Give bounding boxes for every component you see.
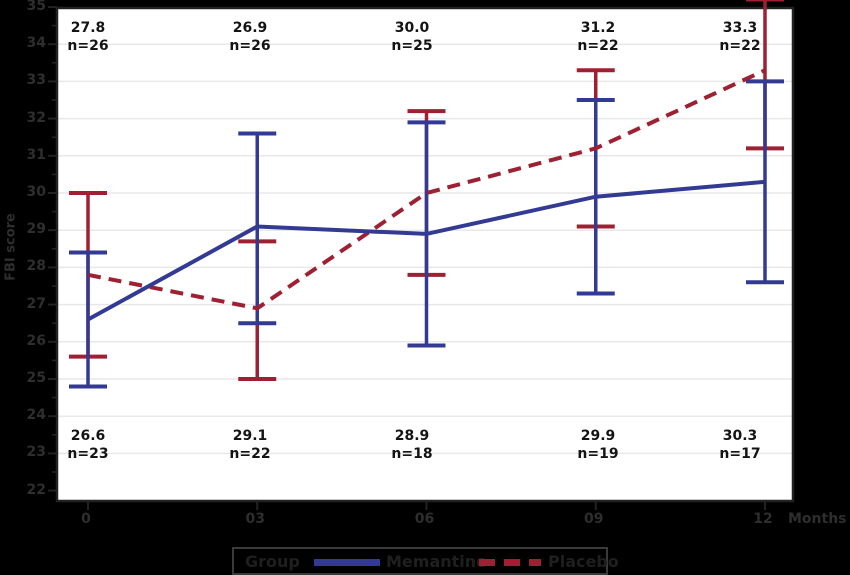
- x-tick-label: 12: [753, 511, 773, 527]
- annotation-memantine-n: n=17: [719, 446, 761, 462]
- annotation-memantine-mean: 29.9: [580, 428, 616, 444]
- y-tick-label: 28: [26, 258, 46, 275]
- placebo-series-line: [87, 68, 766, 311]
- annotation-placebo-mean: 26.9: [232, 20, 268, 36]
- annotation-memantine-n: n=23: [67, 446, 109, 462]
- y-tick-label: 32: [26, 109, 46, 126]
- y-tick-label: 26: [26, 332, 46, 349]
- x-axis-unit-label: Months: [788, 511, 847, 527]
- annotation-memantine-mean: 28.9: [394, 428, 430, 444]
- y-tick-label: 22: [26, 481, 46, 498]
- annotation-placebo-mean: 33.3: [722, 20, 758, 36]
- annotation-placebo-n: n=26: [67, 38, 109, 54]
- x-tick-label: 06: [414, 511, 435, 527]
- annotation-placebo-mean: 30.0: [394, 20, 430, 36]
- annotation-placebo-n: n=26: [229, 38, 271, 54]
- y-tick-label: 33: [26, 72, 46, 89]
- annotation-memantine-mean: 26.6: [70, 428, 106, 444]
- placebo-dashed-swatch: [479, 559, 541, 566]
- x-tick-label: 03: [245, 511, 265, 527]
- memantine-line-swatch: [314, 559, 380, 566]
- legend-box: Group Memantine Placebo: [232, 547, 619, 575]
- y-tick-label: 35: [26, 0, 46, 14]
- memantine-series-line: [87, 179, 766, 322]
- annotation-placebo-n: n=22: [719, 38, 761, 54]
- annotation-memantine-n: n=22: [229, 446, 271, 462]
- y-tick-label: 23: [26, 444, 46, 461]
- legend-placebo-label: Placebo: [548, 552, 619, 571]
- y-tick-label: 27: [26, 295, 46, 312]
- y-tick-label: 25: [26, 370, 46, 386]
- y-axis-title: FBI score: [3, 213, 19, 281]
- y-tick-label: 30: [26, 184, 46, 200]
- y-tick-label: 31: [26, 146, 46, 163]
- annotation-placebo-mean: 27.8: [70, 20, 106, 36]
- legend-group-label: Group: [245, 552, 300, 571]
- annotation-placebo-n: n=22: [577, 38, 619, 54]
- y-tick-label: 29: [26, 221, 46, 238]
- y-tick-label: 24: [26, 407, 46, 424]
- y-tick-label: 34: [26, 35, 46, 52]
- legend-memantine-label: Memantine: [386, 552, 488, 571]
- annotation-memantine-n: n=18: [391, 446, 433, 462]
- annotation-memantine-n: n=19: [577, 446, 619, 462]
- x-tick-label: 0: [81, 511, 91, 527]
- plot-frame: [55, 6, 795, 503]
- annotation-placebo-mean: 31.2: [580, 20, 616, 36]
- annotation-placebo-n: n=25: [391, 38, 433, 54]
- x-tick-label: 09: [584, 511, 604, 527]
- annotation-memantine-mean: 30.3: [722, 428, 758, 444]
- annotation-memantine-mean: 29.1: [232, 428, 268, 444]
